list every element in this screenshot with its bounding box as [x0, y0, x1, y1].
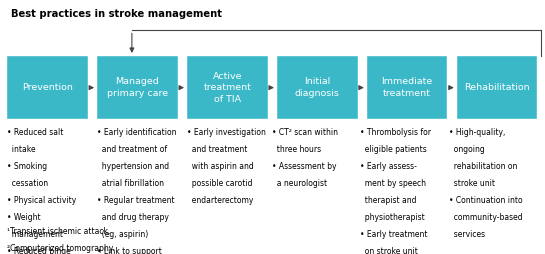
Text: • Link to support: • Link to support — [97, 247, 162, 254]
Text: Rehabilitation: Rehabilitation — [464, 83, 530, 92]
Text: Best practices in stroke management: Best practices in stroke management — [11, 9, 222, 19]
Text: • Assessment by: • Assessment by — [272, 162, 337, 171]
Text: • Thrombolysis for: • Thrombolysis for — [360, 128, 431, 137]
Text: Initial
diagnosis: Initial diagnosis — [295, 77, 340, 98]
FancyBboxPatch shape — [277, 56, 358, 119]
Text: intake: intake — [7, 145, 36, 154]
Text: a neurologist: a neurologist — [272, 179, 328, 188]
Text: • Reduced binge: • Reduced binge — [7, 247, 71, 254]
Text: rehabilitation on: rehabilitation on — [449, 162, 517, 171]
Text: • Weight: • Weight — [7, 213, 41, 222]
FancyBboxPatch shape — [7, 56, 88, 119]
Text: • Early identification: • Early identification — [97, 128, 177, 137]
Text: and treatment: and treatment — [187, 145, 247, 154]
Text: services: services — [449, 230, 485, 239]
Text: ment by speech: ment by speech — [360, 179, 426, 188]
Text: Prevention: Prevention — [22, 83, 73, 92]
Text: possible carotid: possible carotid — [187, 179, 252, 188]
Text: physiotherapist: physiotherapist — [360, 213, 425, 222]
Text: Immediate
treatment: Immediate treatment — [382, 77, 433, 98]
Text: • Early investigation: • Early investigation — [187, 128, 266, 137]
Text: therapist and: therapist and — [360, 196, 416, 205]
Text: with aspirin and: with aspirin and — [187, 162, 253, 171]
Text: • Physical activity: • Physical activity — [7, 196, 76, 205]
Text: three hours: three hours — [272, 145, 322, 154]
Text: eligible patients: eligible patients — [360, 145, 426, 154]
Text: on stroke unit: on stroke unit — [360, 247, 417, 254]
Text: management: management — [7, 230, 63, 239]
Text: stroke unit: stroke unit — [449, 179, 494, 188]
Text: and drug therapy: and drug therapy — [97, 213, 169, 222]
Text: • Regular treatment: • Regular treatment — [97, 196, 174, 205]
Text: Managed
primary care: Managed primary care — [107, 77, 168, 98]
Text: • High-quality,: • High-quality, — [449, 128, 505, 137]
Text: • Early treatment: • Early treatment — [360, 230, 427, 239]
Text: • Early assess-: • Early assess- — [360, 162, 416, 171]
Text: ²Computerized tomography.: ²Computerized tomography. — [7, 244, 114, 253]
Text: atrial fibrillation: atrial fibrillation — [97, 179, 164, 188]
Text: Active
treatment
of TIA: Active treatment of TIA — [203, 72, 251, 104]
Text: • Smoking: • Smoking — [7, 162, 47, 171]
Text: community-based: community-based — [449, 213, 522, 222]
Text: and treatment of: and treatment of — [97, 145, 167, 154]
Text: ¹Transient ischemic attack.: ¹Transient ischemic attack. — [7, 227, 111, 236]
Text: • CT² scan within: • CT² scan within — [272, 128, 338, 137]
FancyBboxPatch shape — [457, 56, 537, 119]
Text: ongoing: ongoing — [449, 145, 485, 154]
Text: • Continuation into: • Continuation into — [449, 196, 522, 205]
FancyBboxPatch shape — [367, 56, 447, 119]
FancyBboxPatch shape — [97, 56, 178, 119]
Text: • Reduced salt: • Reduced salt — [7, 128, 63, 137]
FancyBboxPatch shape — [187, 56, 268, 119]
Text: endarterectomy: endarterectomy — [187, 196, 253, 205]
Text: hypertension and: hypertension and — [97, 162, 169, 171]
Text: (eg, aspirin): (eg, aspirin) — [97, 230, 148, 239]
Text: cessation: cessation — [7, 179, 48, 188]
